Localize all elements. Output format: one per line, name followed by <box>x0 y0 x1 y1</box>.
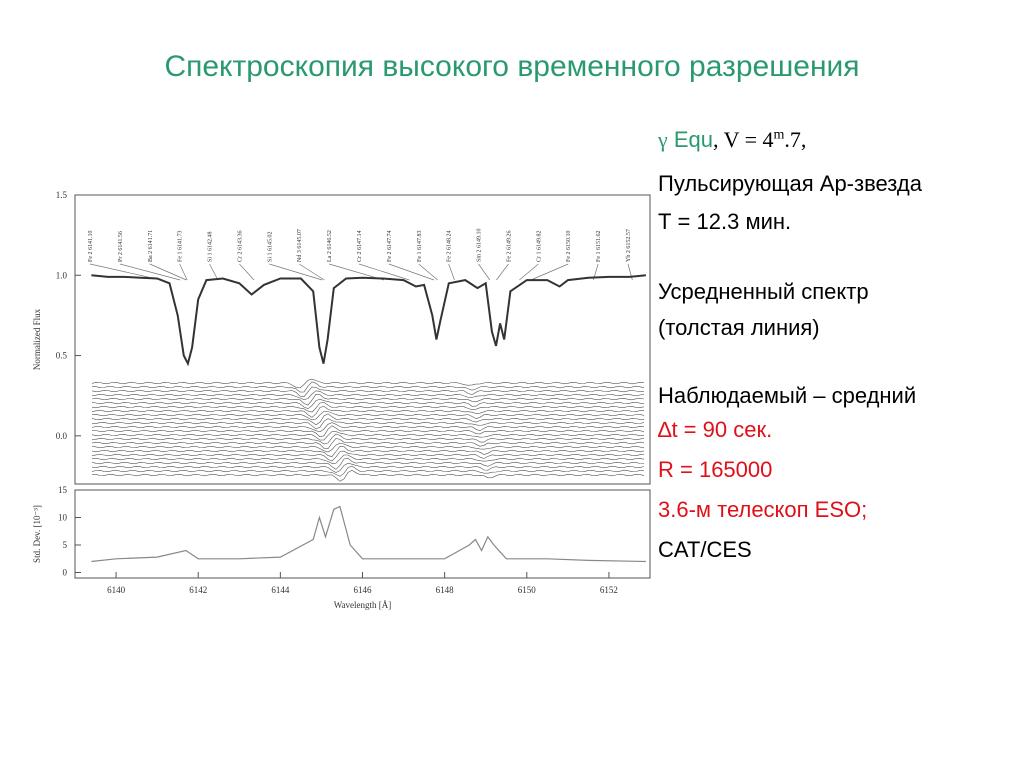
residual-trace <box>91 381 645 393</box>
line-id-label: Fe 1 6147.83 <box>417 231 423 263</box>
y-tick-label: 1.5 <box>56 190 68 200</box>
note: Т = 12.3 мин. <box>658 209 792 234</box>
residual-trace <box>91 405 645 418</box>
line-id-label: Fe 2 6150.10 <box>566 231 572 263</box>
line-id-leader <box>209 263 219 281</box>
note: Наблюдаемый – средний <box>658 383 917 408</box>
residual-trace <box>91 390 645 401</box>
x-axis-label: Wavelength [Å] <box>334 600 392 610</box>
residual-trace <box>91 465 644 477</box>
line-id-label: Nd 3 6145.07 <box>297 229 303 262</box>
instrument: CAT/CES <box>658 537 752 562</box>
residual-trace <box>91 402 645 413</box>
y-axis-label: Normalized Flux <box>32 308 42 370</box>
line-id-label: Fe 1 6141.73 <box>178 231 184 263</box>
line-id-leader <box>358 263 410 281</box>
note: Усредненный спектр <box>658 279 869 304</box>
mag-suffix: .7, <box>784 127 807 152</box>
mag-sup: m <box>773 127 785 143</box>
x-tick-label: 6140 <box>107 585 126 595</box>
x-tick-label: 6148 <box>436 585 455 595</box>
note: Пульсирующая Ар-звезда <box>658 171 922 196</box>
line-id-label: Si 1 6145.02 <box>267 231 273 262</box>
spectrum-line <box>91 505 646 563</box>
star-line: γ Equ, V = 4m.7, <box>658 127 806 153</box>
line-id-leader <box>478 263 491 281</box>
line-id-leader <box>530 263 569 281</box>
line-id-label: Si 1 6142.48 <box>208 231 214 262</box>
star-symbol: γ <box>658 127 668 152</box>
spectrum-line <box>91 274 646 367</box>
line-id-leader <box>448 263 455 281</box>
residual-trace <box>91 431 645 441</box>
line-id-leader <box>496 263 509 281</box>
line-id-leader <box>388 263 435 281</box>
y-tick-label: 5 <box>63 540 68 550</box>
slide-title: Спектроскопия высокого временного разреш… <box>164 50 860 83</box>
residual-trace <box>91 457 645 470</box>
x-tick-label: 6152 <box>600 585 618 595</box>
residual-trace <box>91 422 645 433</box>
residual-trace <box>91 386 645 398</box>
note: (толстая линия) <box>658 315 820 340</box>
mag-prefix: , V = 4 <box>713 127 774 152</box>
x-tick-label: 6144 <box>271 585 290 595</box>
panel-frame <box>74 194 651 485</box>
param: ∆t = 90 сек. <box>658 417 773 442</box>
line-id-leader <box>269 263 323 281</box>
line-id-leader <box>179 263 188 281</box>
line-id-label: Sm 2 6149.10 <box>477 228 483 262</box>
line-id-leader <box>239 263 255 281</box>
residual-trace <box>91 398 645 410</box>
residual-trace <box>91 433 645 445</box>
residual-trace <box>91 450 645 462</box>
line-id-label: Ba 2 6141.71 <box>148 230 154 262</box>
residual-trace <box>91 442 645 453</box>
line-id-label: Yb 2 6152.57 <box>626 229 632 262</box>
line-id-label: Fe 2 6141.10 <box>88 231 94 263</box>
line-id-label: Pr 2 6141.56 <box>118 231 124 262</box>
residual-trace <box>91 393 645 406</box>
residual-trace <box>91 425 645 438</box>
y-tick-label: 10 <box>58 513 68 523</box>
line-id-label: Fe 2 6148.24 <box>447 231 453 263</box>
y-tick-label: 0.0 <box>56 431 68 441</box>
residual-trace <box>92 469 645 482</box>
line-id-label: Cr 1 6149.82 <box>536 231 542 263</box>
line-id-leader <box>299 263 325 281</box>
x-tick-label: 6146 <box>354 585 373 595</box>
param: R = 165000 <box>658 457 773 482</box>
line-id-label: Fe 2 6147.74 <box>387 231 393 263</box>
line-id-leader <box>119 263 181 281</box>
x-tick-label: 6150 <box>518 585 537 595</box>
residual-trace <box>91 437 645 450</box>
param: 3.6-м телескоп ESO; <box>658 497 868 522</box>
line-id-label: La 2 6146.52 <box>327 230 333 262</box>
y-axis-label: Std. Dev. [10⁻³] <box>32 505 42 563</box>
y-tick-label: 0 <box>63 568 68 578</box>
x-tick-label: 6142 <box>189 585 207 595</box>
line-id-label: Fe 2 6149.26 <box>506 231 512 263</box>
line-id-leader <box>418 263 438 281</box>
y-tick-label: 15 <box>58 485 68 495</box>
residual-trace <box>91 462 645 473</box>
panel-frame <box>74 489 651 579</box>
residual-trace <box>92 418 645 430</box>
y-tick-label: 1.0 <box>56 270 68 280</box>
line-id-label: Cr 2 6143.36 <box>237 230 243 262</box>
line-id-leader <box>519 263 539 281</box>
star-name: Equ <box>673 127 714 152</box>
residual-trace <box>91 411 645 421</box>
residual-trace <box>91 454 645 464</box>
residual-trace <box>91 413 644 426</box>
residual-trace <box>91 378 645 389</box>
residual-trace <box>91 445 645 457</box>
line-id-label: Cr 2 6147.14 <box>357 231 363 263</box>
y-tick-label: 0.5 <box>56 351 68 361</box>
line-id-leader <box>149 263 187 281</box>
line-id-label: Fe 1 6151.62 <box>596 231 602 263</box>
